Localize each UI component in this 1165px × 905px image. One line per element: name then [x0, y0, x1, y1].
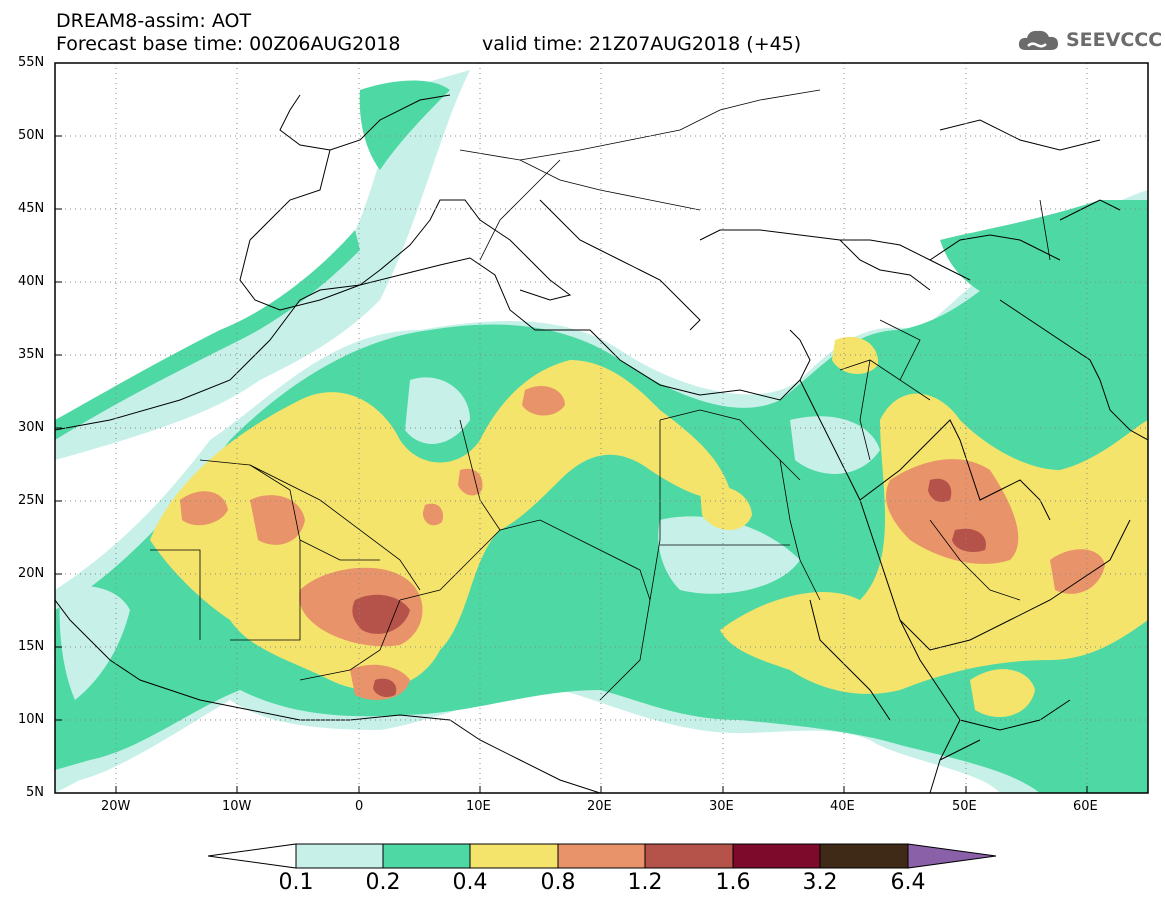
lon-label: 10E: [466, 799, 491, 814]
colorbar-label: 1.2: [627, 870, 663, 895]
colorbar-bin-6: [732, 843, 821, 869]
lat-label: 20N: [18, 566, 45, 581]
grid-lines: [55, 63, 1148, 793]
lat-label: 45N: [18, 201, 45, 216]
lat-label: 35N: [18, 347, 45, 362]
lon-label: 20E: [587, 799, 612, 814]
lat-label: 30N: [18, 420, 45, 435]
header-title: DREAM8-assim: AOT: [56, 10, 252, 32]
lat-label: 25N: [18, 493, 45, 508]
lon-label: 10W: [222, 799, 252, 814]
colorbar-label: 3.2: [802, 870, 838, 895]
valid-time: valid time: 21Z07AUG2018 (+45): [482, 33, 802, 55]
colorbar-label: 6.4: [890, 870, 926, 895]
colorbar-label: 0.1: [278, 870, 314, 895]
colorbar-label: 1.6: [715, 870, 751, 895]
country-borders: [150, 89, 1051, 701]
colorbar-bin-1: [295, 843, 384, 869]
lon-label: 20W: [101, 799, 131, 814]
colorbar-label: 0.2: [365, 870, 401, 895]
lat-label: 5N: [26, 785, 44, 800]
colorbar-bin-3: [469, 843, 559, 869]
colorbar-bin-5: [644, 843, 734, 869]
lat-label: 55N: [18, 55, 45, 70]
cloud-icon: [1018, 30, 1058, 50]
coastlines: [55, 94, 1148, 793]
colorbar-label: 0.8: [540, 870, 576, 895]
lat-label: 50N: [18, 128, 45, 143]
colorbar-min-arrow: [207, 843, 297, 869]
colorbar-max-arrow: [907, 843, 997, 869]
colorbar-label: 0.4: [452, 870, 488, 895]
lat-label: 15N: [18, 639, 45, 654]
lon-label: 40E: [830, 799, 855, 814]
lat-label: 10N: [18, 712, 45, 727]
lon-label: 50E: [952, 799, 977, 814]
colorbar-bin-4: [557, 843, 646, 869]
lon-label: 0: [355, 799, 364, 814]
colorbar: [207, 843, 997, 869]
lon-label: 30E: [709, 799, 734, 814]
lon-label: 60E: [1073, 799, 1098, 814]
forecast-base-time: Forecast base time: 00Z06AUG2018: [56, 33, 401, 55]
colorbar-bin-2: [382, 843, 471, 869]
lat-label: 40N: [18, 274, 45, 289]
colorbar-bin-7: [819, 843, 909, 869]
axis-ticks: [55, 62, 1088, 793]
logo-text: SEEVCCC: [1066, 29, 1163, 51]
